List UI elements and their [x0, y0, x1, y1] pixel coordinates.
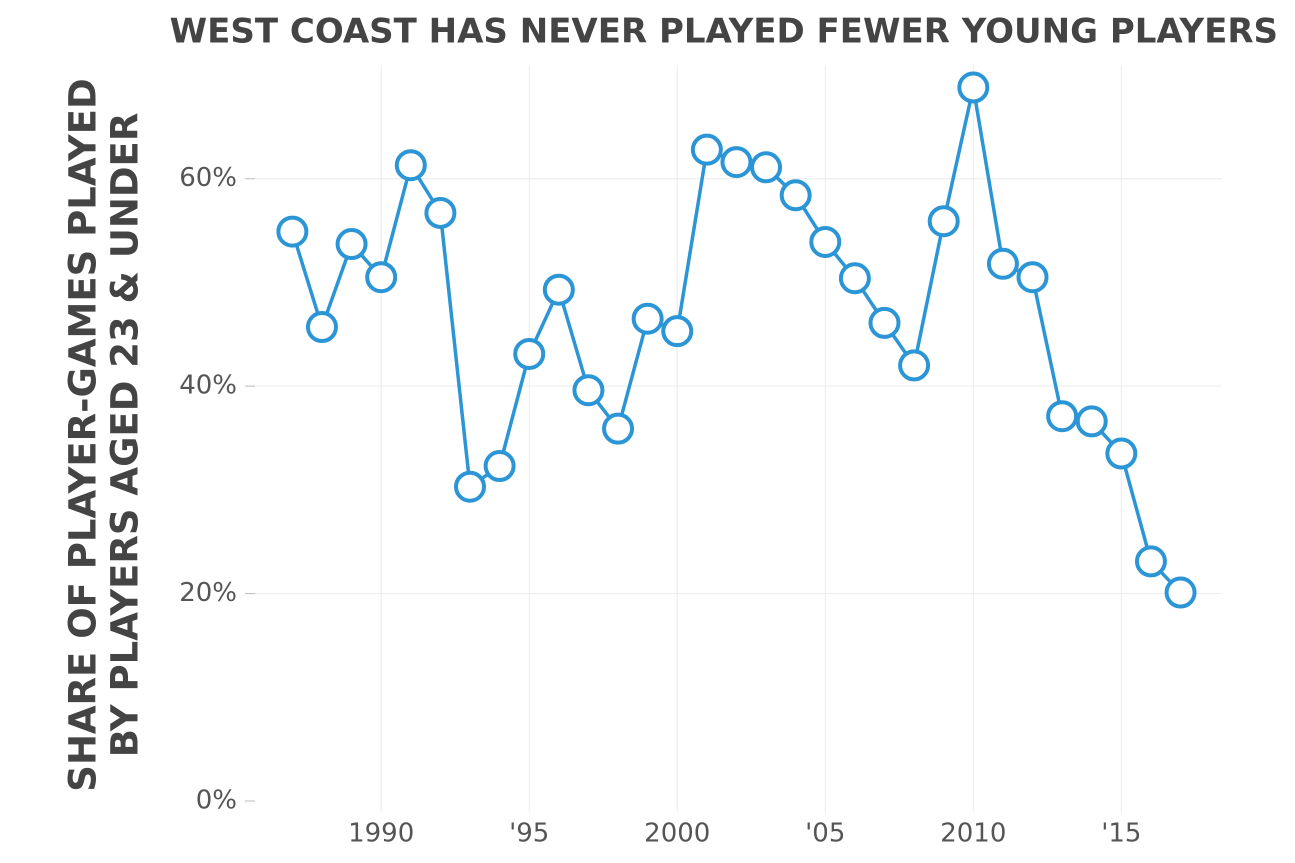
point [542, 273, 575, 306]
y-tick-label: 20% [179, 578, 237, 608]
point [927, 205, 960, 238]
point [394, 149, 427, 182]
y-tick-label: 40% [179, 371, 237, 401]
x-tick-label: '05 [805, 819, 845, 849]
point [483, 450, 516, 483]
x-tick-label: 2000 [644, 819, 710, 849]
point [276, 215, 309, 248]
point [986, 247, 1019, 280]
point [602, 412, 635, 445]
chart-title: WEST COAST HAS NEVER PLAYED FEWER YOUNG … [170, 12, 1278, 52]
point [1016, 261, 1049, 294]
point [868, 306, 901, 339]
point [720, 146, 753, 179]
point [1075, 405, 1108, 438]
point [750, 151, 783, 184]
point [454, 470, 487, 503]
x-tick-label: '15 [1101, 819, 1141, 849]
point [661, 315, 694, 348]
x-tick-label: 1990 [348, 819, 414, 849]
point [898, 349, 931, 382]
point [572, 374, 605, 407]
point [365, 261, 398, 294]
x-tick-label: '95 [509, 819, 549, 849]
y-axis-label: SHARE OF PLAYER-GAMES PLAYED BY PLAYERS … [62, 78, 147, 791]
point [335, 228, 368, 261]
y-axis-label-line: SHARE OF PLAYER-GAMES PLAYED [62, 78, 105, 791]
point [838, 262, 871, 295]
point [424, 196, 457, 229]
point [1105, 437, 1138, 470]
point [631, 302, 664, 335]
x-tick-label: 2010 [940, 819, 1006, 849]
point [1134, 545, 1167, 578]
y-axis-label-line: BY PLAYERS AGED 23 & UNDER [104, 113, 147, 758]
point [305, 311, 338, 344]
point [1164, 576, 1197, 609]
y-tick-label: 0% [196, 786, 237, 816]
point [690, 133, 723, 166]
point [1046, 400, 1079, 433]
y-tick-label: 60% [179, 163, 237, 193]
point [513, 337, 546, 370]
point [957, 71, 990, 104]
point [779, 179, 812, 212]
point [809, 225, 842, 258]
